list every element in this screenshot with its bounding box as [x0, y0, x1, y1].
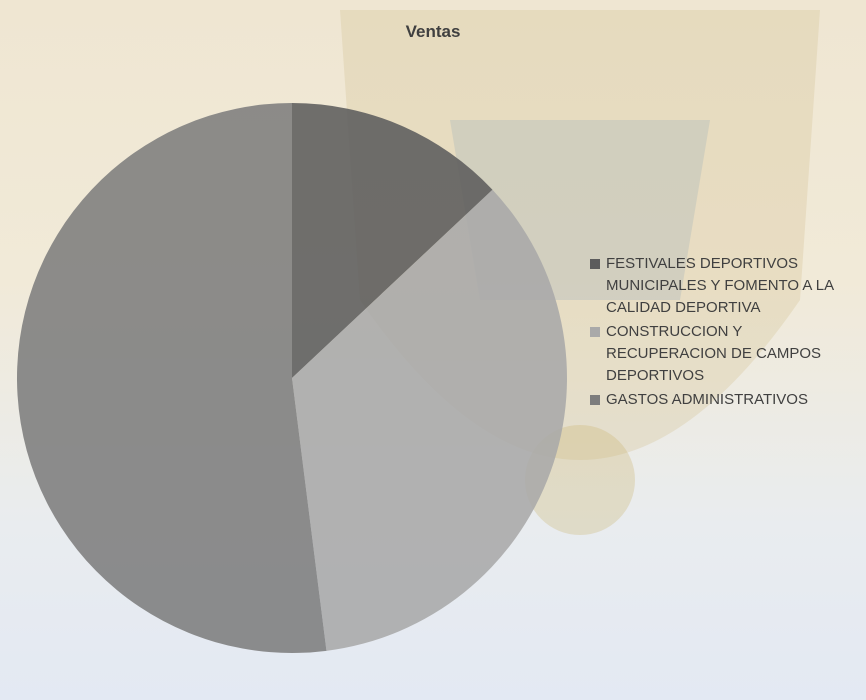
legend-entry: FESTIVALES DEPORTIVOS MUNICIPALES Y FOME… [588, 253, 866, 319]
legend-label: GASTOS ADMINISTRATIVOS [606, 391, 808, 408]
legend-swatch [590, 395, 600, 405]
legend-entry: GASTOS ADMINISTRATIVOS [588, 389, 866, 411]
pie-slice [17, 103, 327, 653]
legend: FESTIVALES DEPORTIVOS MUNICIPALES Y FOME… [588, 253, 866, 413]
legend-label: CONSTRUCCION Y RECUPERACION DE CAMPOS DE… [606, 323, 822, 384]
legend-swatch [590, 327, 600, 337]
chart-title: Ventas [405, 22, 461, 41]
legend-entry: CONSTRUCCION Y RECUPERACION DE CAMPOS DE… [588, 321, 866, 387]
legend-label: FESTIVALES DEPORTIVOS MUNICIPALES Y FOME… [606, 255, 834, 316]
pie-slice [292, 189, 567, 651]
pie-slice [292, 103, 493, 378]
legend-swatch [590, 259, 600, 269]
